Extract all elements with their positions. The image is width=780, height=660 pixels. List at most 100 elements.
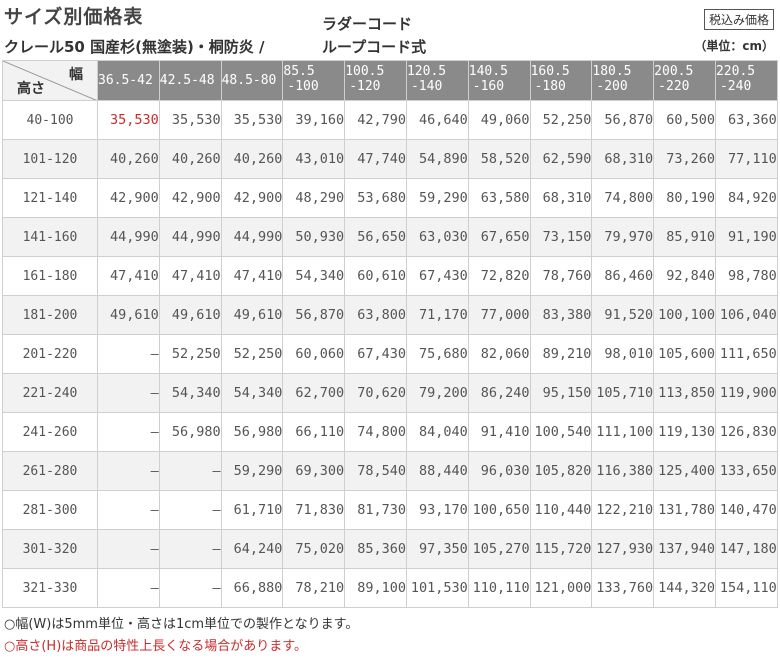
price-cell: 59,290	[220, 451, 284, 491]
price-cell: 119,130	[653, 412, 716, 452]
price-cell: 92,840	[653, 256, 716, 296]
price-cell: 93,170	[405, 490, 469, 530]
price-cell: —	[158, 529, 222, 569]
width-range-label: -240	[719, 79, 752, 94]
price-cell: —	[97, 568, 160, 608]
width-range-label: -180	[534, 79, 566, 94]
price-cell: 68,310	[591, 139, 655, 179]
price-cell: 119,900	[714, 373, 778, 413]
price-cell: —	[97, 412, 160, 452]
price-cell: 64,240	[220, 529, 284, 569]
price-cell: 116,380	[591, 451, 655, 491]
price-cell: 35,530	[97, 100, 160, 140]
width-axis-label: 幅	[69, 67, 83, 83]
price-cell: 43,010	[282, 139, 346, 179]
price-cell: 133,760	[591, 568, 655, 608]
price-cell: 111,650	[714, 334, 778, 374]
price-cell: 74,800	[344, 412, 407, 452]
height-range-cell: 121-140	[2, 178, 98, 218]
price-cell: 98,010	[591, 334, 655, 374]
width-range-label: 140.5	[468, 64, 508, 79]
price-cell: 144,320	[653, 568, 716, 608]
table-row: 281-300— —61,710 71,830 81,730 93,170 100,650…	[2, 490, 778, 530]
price-cell: 56,980	[220, 412, 284, 452]
price-cell: 113,850	[653, 373, 716, 413]
height-axis-label: 高さ	[17, 81, 45, 97]
price-cell: 122,210	[591, 490, 655, 530]
price-cell: 54,340	[220, 373, 284, 413]
width-column-header: 180.5 -200	[591, 60, 655, 101]
price-cell: 63,580	[467, 178, 531, 218]
price-cell: 59,290	[405, 178, 469, 218]
table-row: 181-200 49,610 49,610 49,610 56,870 63,800 71,…	[2, 295, 778, 335]
price-cell: 49,610	[158, 295, 222, 335]
price-cell: 53,680	[344, 178, 407, 218]
cord-type-loop: ループコード式	[322, 38, 427, 56]
price-cell: 54,340	[282, 256, 346, 296]
price-cell: 106,040	[714, 295, 778, 335]
width-column-header: 48.5-80	[220, 60, 284, 101]
price-cell: 44,990	[158, 217, 222, 257]
price-cell: 79,970	[591, 217, 655, 257]
price-cell: 110,110	[467, 568, 531, 608]
price-cell: 67,430	[344, 334, 407, 374]
height-range-cell: 101-120	[2, 139, 98, 179]
price-cell: 91,520	[591, 295, 655, 335]
price-cell: 70,620	[344, 373, 407, 413]
price-cell: 42,900	[158, 178, 222, 218]
width-column-header: 85.5 -100	[282, 60, 346, 101]
price-cell: —	[97, 529, 160, 569]
table-row: 241-260—56,980 56,980 66,110 74,800 84,040 91…	[2, 412, 778, 452]
width-column-header: 220.5 -240	[714, 60, 778, 101]
price-cell: 105,710	[591, 373, 655, 413]
width-range-label: 85.5	[283, 64, 315, 79]
price-cell: 88,440	[405, 451, 469, 491]
price-cell: 56,870	[282, 295, 346, 335]
width-range-label: 180.5	[592, 64, 632, 79]
price-cell: 101,530	[405, 568, 469, 608]
height-range-cell: 241-260	[2, 412, 98, 452]
note-height-variance: ○高さ(H)は商品の特性上長くなる場合があります。	[4, 639, 307, 654]
price-cell: 35,530	[158, 100, 222, 140]
corner-diagonal-line	[3, 61, 96, 100]
price-cell: 137,940	[653, 529, 716, 569]
price-cell: 86,240	[467, 373, 531, 413]
price-cell: 96,030	[467, 451, 531, 491]
table-row: 221-240—54,340 54,340 62,700 70,620 79,200 86…	[2, 373, 778, 413]
price-cell: —	[97, 451, 160, 491]
price-cell: 49,610	[220, 295, 284, 335]
price-cell: 56,870	[591, 100, 655, 140]
price-cell: 49,060	[467, 100, 531, 140]
footnotes: ○幅(W)は5mm単位・高さは1cm単位での製作となります。 ○高さ(H)は商品…	[4, 614, 358, 658]
table-header-row: 幅 高さ 36.5-42 42.5-48 48.5-80 85.5 -100 100.5-…	[2, 60, 778, 101]
width-column-header: 200.5 -220	[653, 60, 716, 101]
price-cell: 98,780	[714, 256, 778, 296]
price-cell: 73,150	[529, 217, 593, 257]
price-cell: 84,040	[405, 412, 469, 452]
price-cell: 78,210	[282, 568, 346, 608]
price-cell: 67,430	[405, 256, 469, 296]
price-cell: 82,060	[467, 334, 531, 374]
width-column-header: 100.5 -120	[344, 60, 407, 101]
price-cell: 63,030	[405, 217, 469, 257]
price-cell: 125,400	[653, 451, 716, 491]
price-cell: 67,650	[467, 217, 531, 257]
price-cell: 77,000	[467, 295, 531, 335]
price-cell: 35,530	[220, 100, 284, 140]
price-cell: 105,600	[653, 334, 716, 374]
width-column-header: 42.5-48	[158, 60, 222, 101]
price-cell: 40,260	[220, 139, 284, 179]
price-cell: 80,190	[653, 178, 716, 218]
price-cell: 54,340	[158, 373, 222, 413]
price-cell: 60,060	[282, 334, 346, 374]
price-cell: 75,020	[282, 529, 346, 569]
price-cell: 140,470	[714, 490, 778, 530]
price-cell: 60,610	[344, 256, 407, 296]
table-row: 141-160 44,990 44,990 44,990 50,930 56,650 63,…	[2, 217, 778, 257]
width-range-label: -220	[658, 79, 690, 94]
price-cell: 147,180	[714, 529, 778, 569]
price-cell: 83,380	[529, 295, 593, 335]
price-cell: 91,190	[714, 217, 778, 257]
height-range-cell: 201-220	[2, 334, 98, 374]
price-cell: 68,310	[529, 178, 593, 218]
